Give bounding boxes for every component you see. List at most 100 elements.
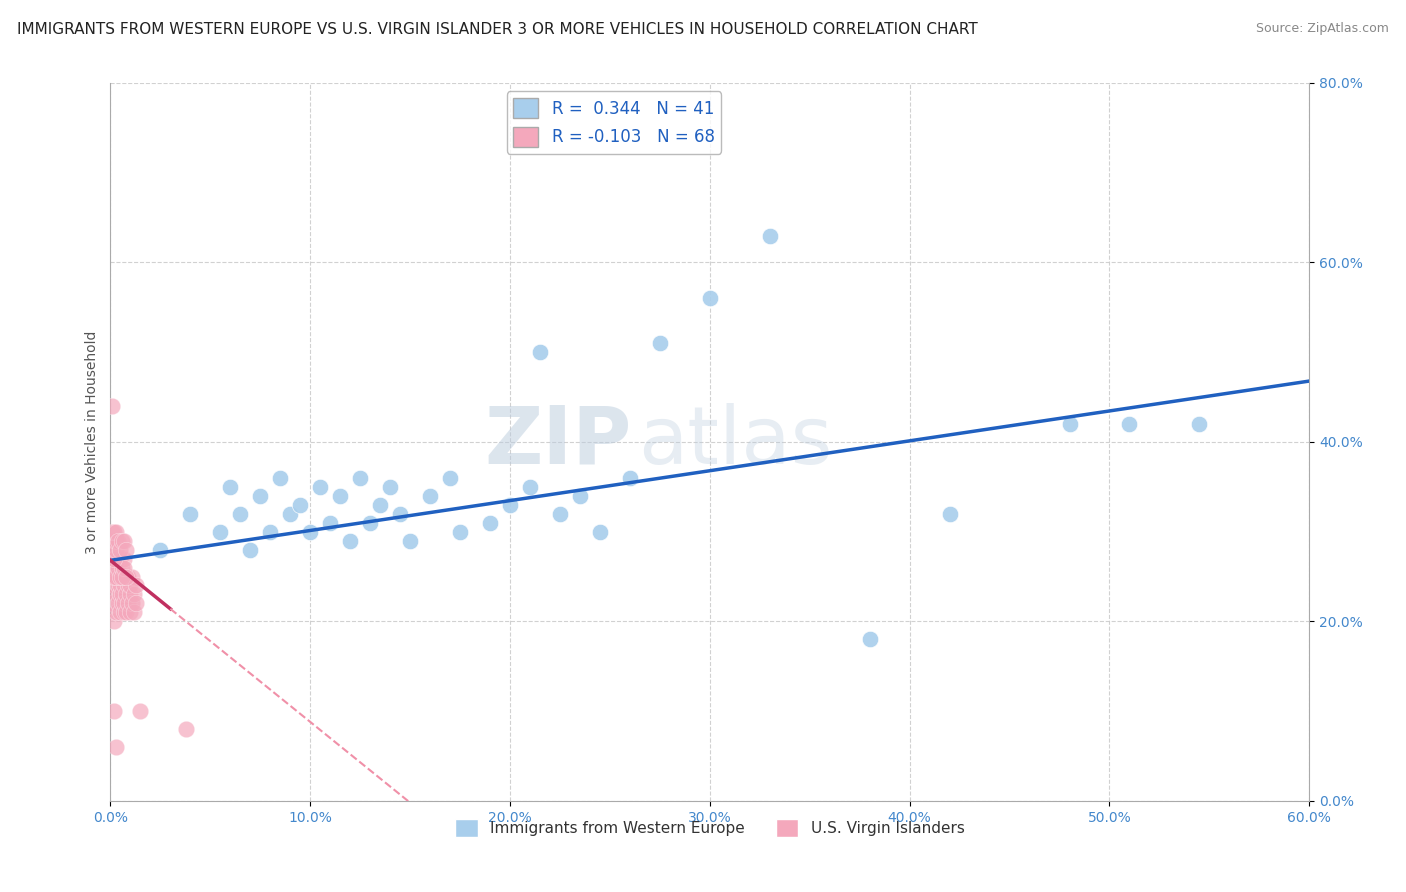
Point xyxy=(103,578,125,592)
Point xyxy=(648,336,671,351)
Point xyxy=(1188,417,1211,431)
Point xyxy=(129,704,152,718)
Point xyxy=(399,533,422,548)
Point xyxy=(115,606,138,620)
Point xyxy=(101,524,124,539)
Legend: Immigrants from Western Europe, U.S. Virgin Islanders: Immigrants from Western Europe, U.S. Vir… xyxy=(449,813,970,844)
Point xyxy=(111,533,134,548)
Point xyxy=(105,542,128,557)
Point xyxy=(111,597,134,611)
Text: Source: ZipAtlas.com: Source: ZipAtlas.com xyxy=(1256,22,1389,36)
Point xyxy=(529,345,551,359)
Point xyxy=(548,507,571,521)
Point xyxy=(589,524,612,539)
Point xyxy=(105,560,128,574)
Point xyxy=(111,587,134,601)
Text: atlas: atlas xyxy=(638,403,832,481)
Point xyxy=(110,587,132,601)
Point xyxy=(339,533,361,548)
Point xyxy=(111,569,134,583)
Point xyxy=(290,498,312,512)
Point xyxy=(101,560,124,574)
Point xyxy=(120,606,142,620)
Point xyxy=(110,569,132,583)
Point xyxy=(759,228,782,243)
Point xyxy=(449,524,471,539)
Point xyxy=(359,516,381,530)
Point xyxy=(107,551,129,566)
Point xyxy=(124,606,146,620)
Point xyxy=(309,480,332,494)
Point xyxy=(568,489,591,503)
Point xyxy=(107,569,129,583)
Point xyxy=(699,291,721,305)
Point xyxy=(619,471,641,485)
Point xyxy=(112,578,135,592)
Point xyxy=(938,507,960,521)
Point xyxy=(105,739,128,754)
Point xyxy=(105,533,128,548)
Point xyxy=(117,578,139,592)
Point xyxy=(1059,417,1081,431)
Point xyxy=(125,578,148,592)
Point xyxy=(120,578,142,592)
Point xyxy=(101,399,124,413)
Point xyxy=(112,533,135,548)
Point xyxy=(101,551,124,566)
Point xyxy=(111,560,134,574)
Point xyxy=(107,533,129,548)
Text: IMMIGRANTS FROM WESTERN EUROPE VS U.S. VIRGIN ISLANDER 3 OR MORE VEHICLES IN HOU: IMMIGRANTS FROM WESTERN EUROPE VS U.S. V… xyxy=(17,22,977,37)
Point xyxy=(107,578,129,592)
Point xyxy=(112,551,135,566)
Point xyxy=(110,606,132,620)
Point xyxy=(278,507,301,521)
Point xyxy=(103,569,125,583)
Point xyxy=(439,471,461,485)
Point xyxy=(499,498,522,512)
Y-axis label: 3 or more Vehicles in Household: 3 or more Vehicles in Household xyxy=(86,330,100,554)
Text: ZIP: ZIP xyxy=(485,403,631,481)
Point xyxy=(319,516,342,530)
Point xyxy=(229,507,252,521)
Point xyxy=(329,489,352,503)
Point xyxy=(103,551,125,566)
Point xyxy=(103,524,125,539)
Point xyxy=(107,597,129,611)
Point xyxy=(419,489,441,503)
Point xyxy=(125,597,148,611)
Point xyxy=(105,587,128,601)
Point xyxy=(101,542,124,557)
Point xyxy=(299,524,322,539)
Point xyxy=(117,597,139,611)
Point xyxy=(110,578,132,592)
Point xyxy=(121,597,143,611)
Point xyxy=(179,507,201,521)
Point xyxy=(110,551,132,566)
Point xyxy=(149,542,172,557)
Point xyxy=(124,587,146,601)
Point xyxy=(103,551,125,566)
Point xyxy=(101,597,124,611)
Point xyxy=(519,480,541,494)
Point xyxy=(115,542,138,557)
Point xyxy=(112,606,135,620)
Point xyxy=(115,569,138,583)
Point xyxy=(349,471,371,485)
Point xyxy=(219,480,242,494)
Point xyxy=(479,516,502,530)
Point xyxy=(209,524,232,539)
Point xyxy=(269,471,291,485)
Point xyxy=(389,507,412,521)
Point xyxy=(105,569,128,583)
Point xyxy=(103,533,125,548)
Point xyxy=(103,615,125,629)
Point xyxy=(249,489,271,503)
Point xyxy=(110,542,132,557)
Point xyxy=(378,480,401,494)
Point xyxy=(112,597,135,611)
Point xyxy=(103,704,125,718)
Point xyxy=(120,587,142,601)
Point xyxy=(111,569,134,583)
Point xyxy=(105,606,128,620)
Point xyxy=(176,722,198,736)
